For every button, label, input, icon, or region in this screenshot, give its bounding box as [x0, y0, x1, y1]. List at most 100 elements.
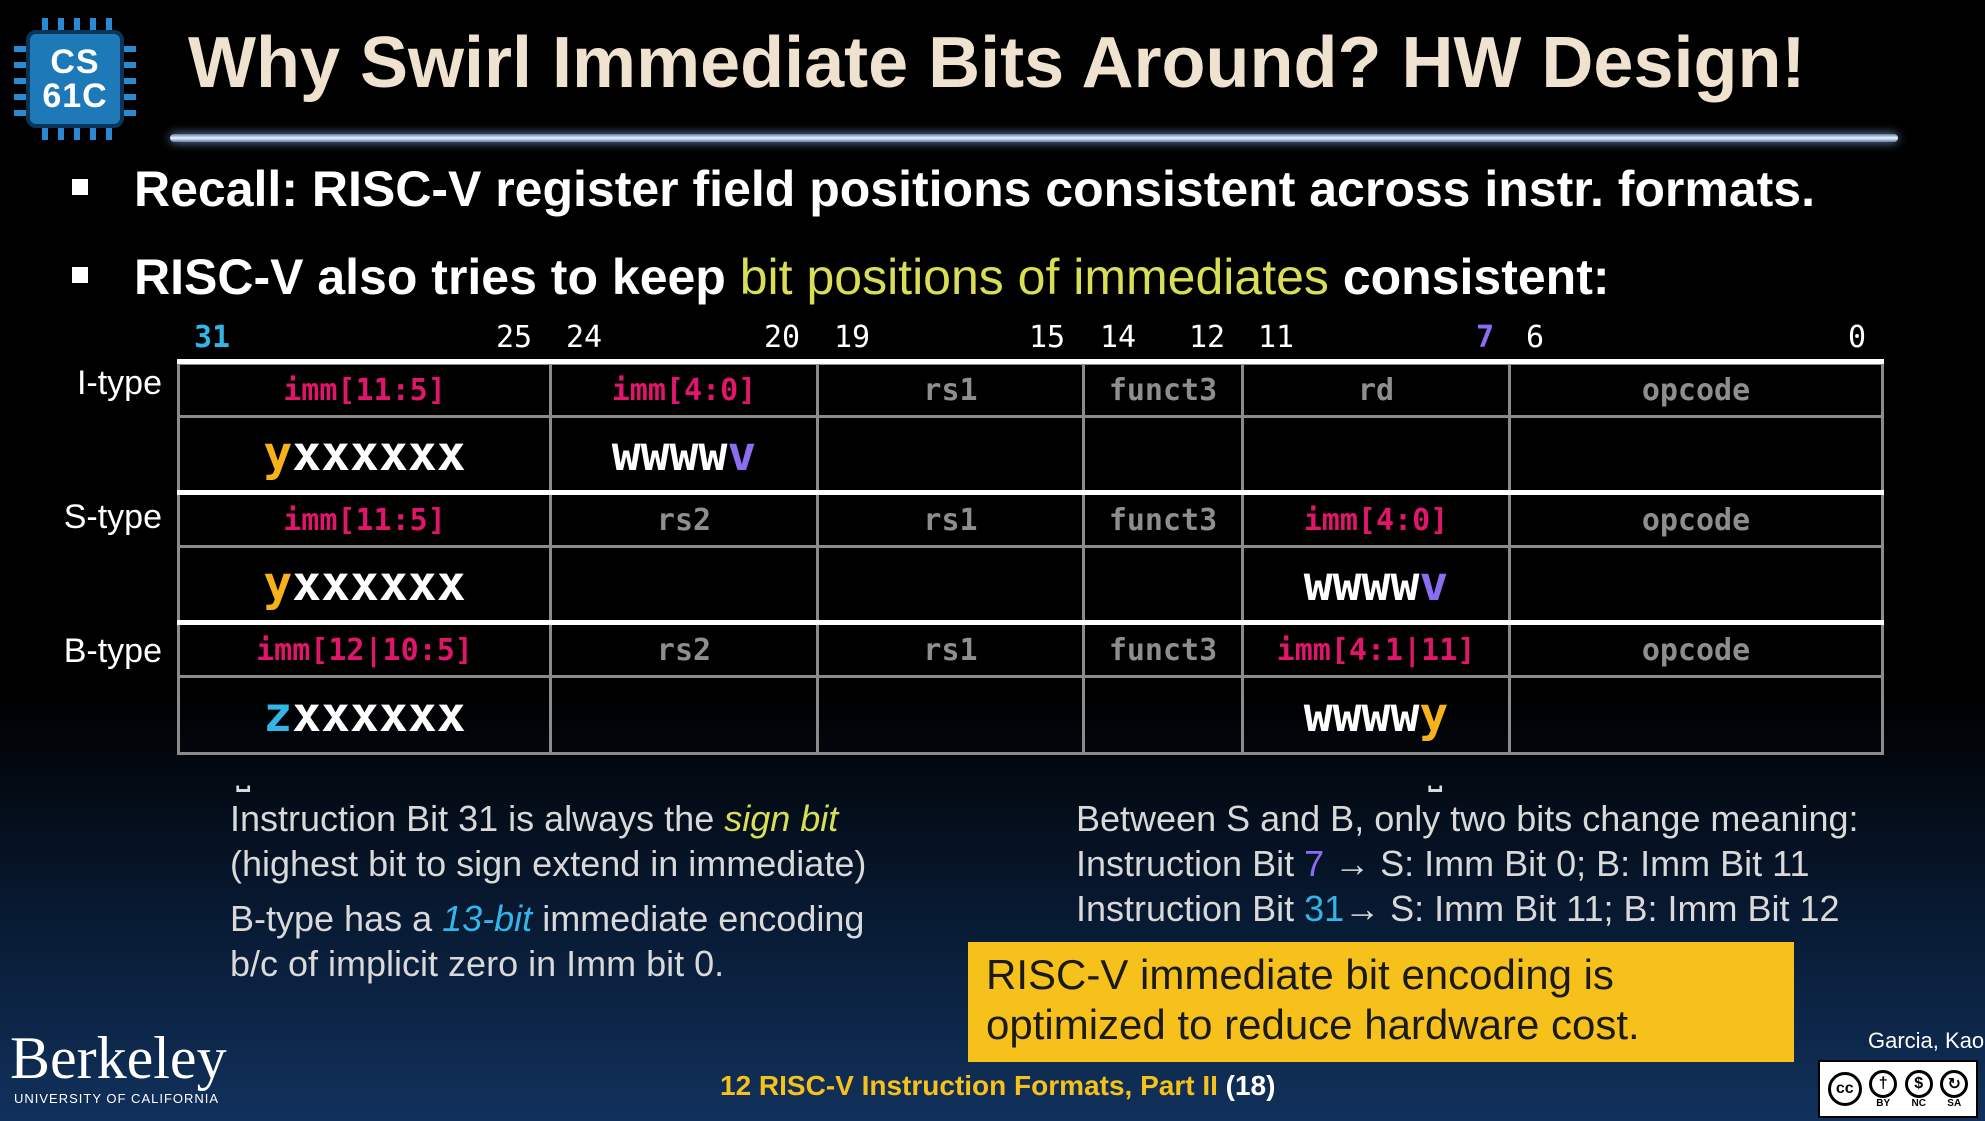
- bullet-2-post: consistent:: [1328, 249, 1610, 305]
- bullet-2: RISC-V also tries to keep bit positions …: [72, 248, 1610, 306]
- berkeley-logo: Berkeley: [10, 1025, 227, 1091]
- note-right-line2-post: → S: Imm Bit 0; B: Imm Bit 11: [1324, 843, 1810, 884]
- b-type-field-funct3: funct3: [1082, 622, 1244, 678]
- bullet-2-highlight: bit positions of immediates: [739, 249, 1329, 305]
- s-type-field-imm-4-0: imm[4:0]: [1241, 492, 1511, 548]
- logo-line2: 61C: [42, 77, 108, 115]
- s-type-field-rs2: rs2: [549, 492, 819, 548]
- callout-line1: RISC-V immediate bit encoding is: [986, 951, 1614, 998]
- note-bit-31-number: 31: [1304, 888, 1345, 929]
- sa-icon: ↻: [1940, 1069, 1969, 1098]
- i-type-imm-bit0-v: v: [727, 426, 757, 482]
- row-label-i-type: I-type: [76, 364, 162, 402]
- slide-footer: 12 RISC-V Instruction Formats, Part II (…: [720, 1070, 1275, 1102]
- row-separator-s-b: [177, 620, 1884, 625]
- slide-title: Why Swirl Immediate Bits Around? HW Desi…: [188, 23, 1806, 103]
- bit-num-20: 20: [764, 320, 801, 355]
- i-type-field-imm-11-5: imm[11:5]: [177, 362, 552, 418]
- by-icon: †: [1869, 1069, 1898, 1098]
- b-type-imm-w: wwww: [1303, 687, 1420, 743]
- row-separator-i-s: [177, 490, 1884, 495]
- note-13-bit-term: 13-bit: [442, 898, 533, 939]
- note-left-line2: (highest bit to sign extend in immediate…: [230, 843, 867, 884]
- bit-num-24: 24: [566, 320, 603, 355]
- s-type-imm-4-0-bits: wwww v: [1241, 545, 1511, 623]
- callout-box: RISC-V immediate bit encoding is optimiz…: [968, 942, 1794, 1062]
- s-type-field-rs1: rs1: [816, 492, 1085, 548]
- bit-num-7: 7: [1476, 320, 1495, 355]
- s-type-opcode-bits: [1508, 545, 1884, 623]
- i-type-sign-bit-y: y: [263, 426, 293, 482]
- i-type-field-rs1: rs1: [816, 362, 1085, 418]
- table-top-border: [177, 359, 1884, 364]
- s-type-funct3-bits: [1082, 545, 1244, 623]
- bit-num-6: 6: [1526, 320, 1545, 355]
- s-type-imm-w: wwww: [1303, 556, 1420, 612]
- bit-num-31: 31: [194, 320, 231, 355]
- brace-bit31-icon: ⎵: [236, 752, 251, 793]
- nc-icon: $: [1904, 1069, 1933, 1098]
- s-type-sign-bit-y: y: [263, 556, 293, 612]
- bit-num-25: 25: [496, 320, 533, 355]
- note-right-line3-post: → S: Imm Bit 11; B: Imm Bit 12: [1344, 888, 1840, 929]
- note-right-line3-pre: Instruction Bit: [1076, 888, 1305, 929]
- note-right-line1: Between S and B, only two bits change me…: [1076, 798, 1859, 839]
- page-number: (18): [1225, 1070, 1276, 1101]
- note-left-line3-pre: B-type has a: [230, 898, 443, 939]
- i-type-field-rd: rd: [1241, 362, 1511, 418]
- berkeley-logo-subtitle: UNIVERSITY OF CALIFORNIA: [14, 1091, 220, 1106]
- s-type-field-opcode: opcode: [1508, 492, 1884, 548]
- s-type-field-imm-11-5: imm[11:5]: [177, 492, 552, 548]
- bullet-1: Recall: RISC-V register field positions …: [72, 160, 1815, 218]
- s-type-rs2-bits: [549, 545, 819, 623]
- note-right-line3: Instruction Bit 31→ S: Imm Bit 11; B: Im…: [1076, 886, 1840, 931]
- by-label: BY: [1876, 1097, 1891, 1109]
- row-label-b-type: B-type: [63, 632, 162, 670]
- bit-num-0: 0: [1848, 320, 1867, 355]
- note-sign-bit-term: sign bit: [724, 798, 839, 839]
- bit-num-19: 19: [834, 320, 871, 355]
- bit-num-15: 15: [1029, 320, 1066, 355]
- bullet-1-text: Recall: RISC-V register field positions …: [134, 161, 1816, 217]
- note-left-line1: Instruction Bit 31 is always the sign bi…: [230, 796, 838, 841]
- b-type-field-rs1: rs1: [816, 622, 1085, 678]
- row-label-s-type: S-type: [63, 498, 162, 536]
- i-type-imm-upper-x: xxxxxx: [292, 426, 466, 482]
- i-type-field-opcode: opcode: [1508, 362, 1884, 418]
- title-underline: [170, 134, 1898, 142]
- note-left-line1-text: Instruction Bit 31 is always the: [230, 798, 725, 839]
- footer-text: 12 RISC-V Instruction Formats, Part II: [720, 1070, 1226, 1101]
- b-type-imm-bit11-y: y: [1419, 687, 1449, 743]
- callout-line2: optimized to reduce hardware cost.: [986, 1001, 1640, 1048]
- note-left-line4: b/c of implicit zero in Imm bit 0.: [230, 943, 725, 984]
- note-left-line3-post: immediate encoding: [532, 898, 865, 939]
- b-type-imm-upper-x: xxxxxx: [292, 687, 466, 743]
- bullet-marker: [72, 178, 88, 195]
- b-type-imm-12-10-5-bits: z xxxxxx: [177, 675, 552, 755]
- note-bit-7-number: 7: [1304, 843, 1325, 884]
- i-type-rs1-bits: [816, 415, 1085, 493]
- i-type-imm-w: wwww: [611, 426, 728, 482]
- i-type-rd-bits: [1241, 415, 1511, 493]
- note-right-line2-pre: Instruction Bit: [1076, 843, 1305, 884]
- note-right-line2: Instruction Bit 7 → S: Imm Bit 0; B: Imm…: [1076, 841, 1810, 886]
- creative-commons-badge: cc † BY $ NC ↻ SA: [1818, 1060, 1978, 1118]
- s-type-rs1-bits: [816, 545, 1085, 623]
- b-type-field-opcode: opcode: [1508, 622, 1884, 678]
- brace-bit7-icon: ⎵: [1428, 752, 1443, 793]
- b-type-funct3-bits: [1082, 675, 1244, 755]
- bullet-2-pre: RISC-V also tries to keep: [134, 249, 740, 305]
- b-type-rs1-bits: [816, 675, 1085, 755]
- b-type-field-rs2: rs2: [549, 622, 819, 678]
- i-type-field-funct3: funct3: [1082, 362, 1244, 418]
- s-type-imm-11-5-bits: y xxxxxx: [177, 545, 552, 623]
- bit-num-12: 12: [1189, 320, 1226, 355]
- note-left-line3: B-type has a 13-bit immediate encoding: [230, 896, 864, 941]
- b-type-field-imm-12-10-5: imm[12|10:5]: [177, 622, 552, 678]
- i-type-funct3-bits: [1082, 415, 1244, 493]
- b-type-opcode-bits: [1508, 675, 1884, 755]
- i-type-field-imm-4-0: imm[4:0]: [549, 362, 819, 418]
- cs61c-logo: CS 61C: [14, 18, 136, 140]
- bit-num-11: 11: [1258, 320, 1295, 355]
- b-type-field-imm-4-1-11: imm[4:1|11]: [1241, 622, 1511, 678]
